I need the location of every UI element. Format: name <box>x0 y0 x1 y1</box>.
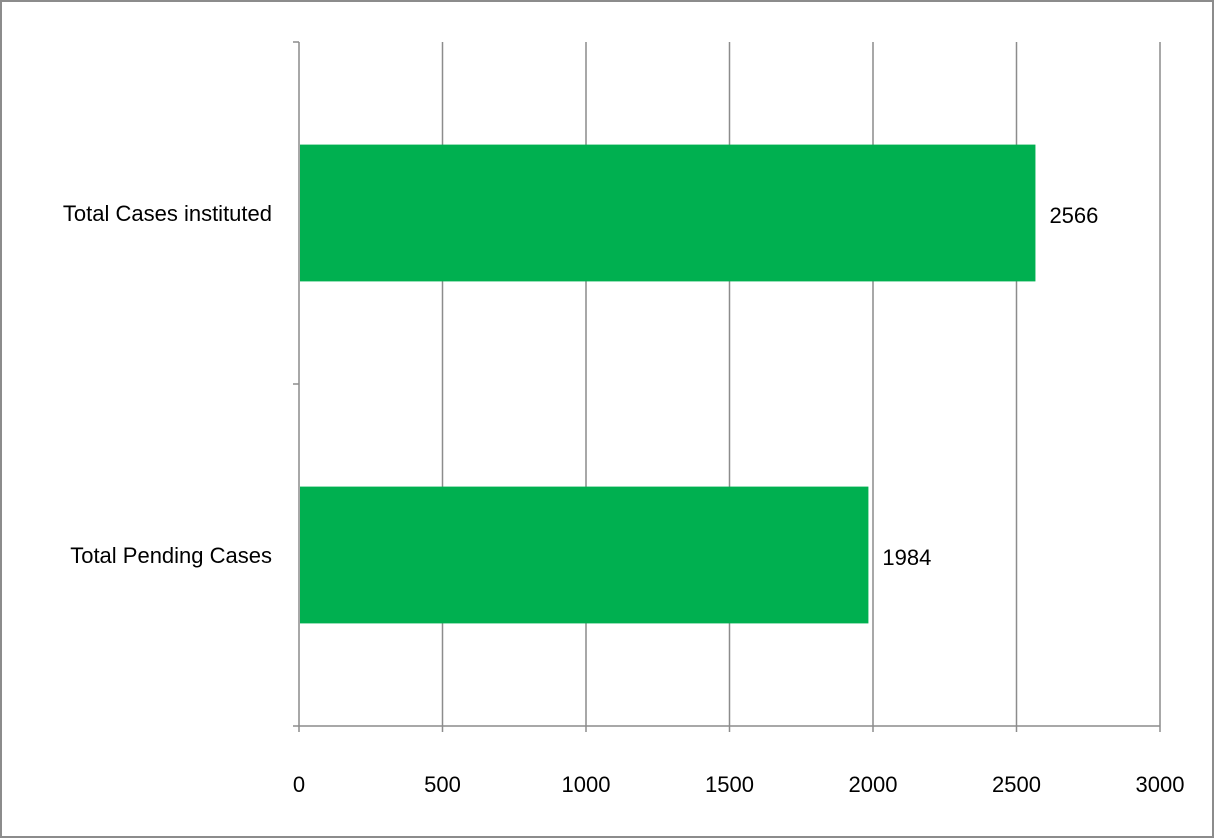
x-tick-label-0: 0 <box>293 772 305 797</box>
bar-1 <box>300 144 1036 282</box>
x-tick-label-1500: 1500 <box>705 772 754 797</box>
x-tick-label-2000: 2000 <box>849 772 898 797</box>
labels: 0 500 1000 1500 2000 2500 3000 Total Cases inst… <box>63 201 1185 797</box>
data-label-2: 1984 <box>882 545 931 570</box>
x-tick-label-1000: 1000 <box>562 772 611 797</box>
bar-2 <box>300 486 869 624</box>
axes <box>293 41 1161 732</box>
data-label-1: 2566 <box>1049 203 1098 228</box>
category-label-1: Total Cases instituted <box>63 201 272 226</box>
bars <box>300 144 1036 624</box>
category-label-2: Total Pending Cases <box>70 543 272 568</box>
x-tick-label-2500: 2500 <box>992 772 1041 797</box>
x-tick-label-500: 500 <box>424 772 461 797</box>
x-tick-label-3000: 3000 <box>1136 772 1185 797</box>
